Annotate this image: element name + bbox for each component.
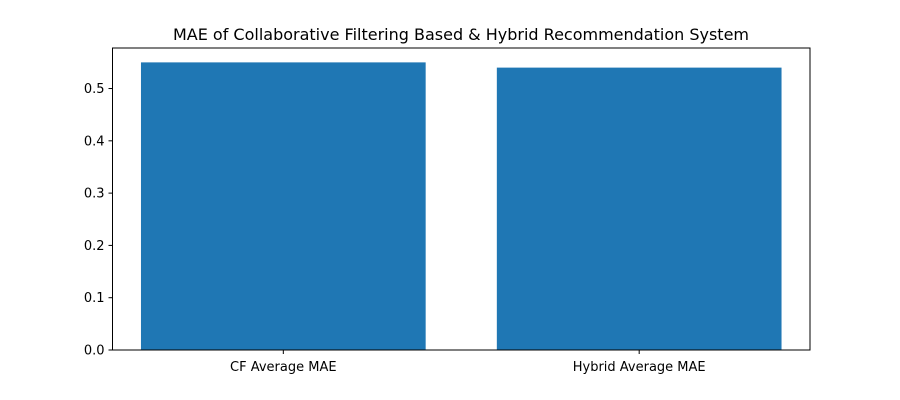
y-tick-label: 0.3	[84, 187, 105, 202]
chart-title: MAE of Collaborative Filtering Based & H…	[173, 25, 749, 44]
bar-1	[140, 62, 426, 350]
y-tick-label: 0.1	[84, 291, 105, 306]
x-tick-label: Hybrid Average MAE	[573, 360, 706, 375]
plot-area: 0.0 0.1 0.2 0.3 0.4 0.5 CF Average MAE Hybrid A…	[84, 47, 811, 375]
bar-2	[496, 67, 782, 351]
y-tick-label: 0.0	[84, 344, 105, 359]
y-tick-label: 0.2	[84, 239, 105, 254]
y-tick-label: 0.4	[84, 134, 105, 149]
axes-frame	[112, 47, 811, 351]
x-tick-label: CF Average MAE	[230, 360, 337, 375]
y-tick-label: 0.5	[84, 82, 105, 97]
